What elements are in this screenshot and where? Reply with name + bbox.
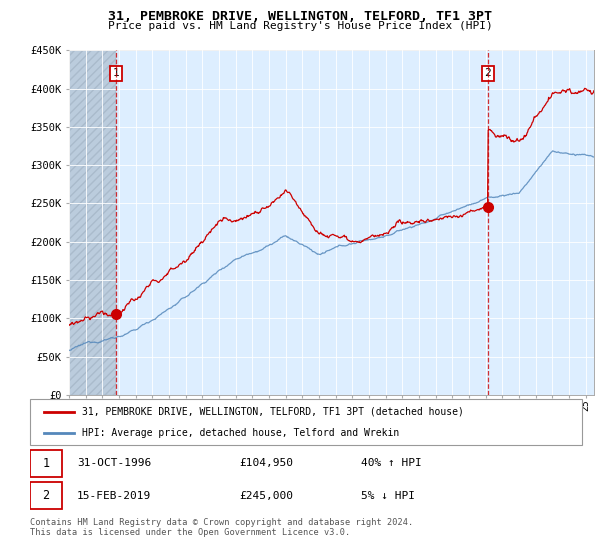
Text: 1: 1 bbox=[113, 68, 119, 78]
Text: 31, PEMBROKE DRIVE, WELLINGTON, TELFORD, TF1 3PT: 31, PEMBROKE DRIVE, WELLINGTON, TELFORD,… bbox=[108, 10, 492, 23]
Text: £245,000: £245,000 bbox=[240, 491, 294, 501]
Text: 31-OCT-1996: 31-OCT-1996 bbox=[77, 459, 151, 469]
Bar bbox=[30, 482, 62, 509]
Text: 5% ↓ HPI: 5% ↓ HPI bbox=[361, 491, 415, 501]
Bar bbox=[30, 450, 62, 477]
Text: £104,950: £104,950 bbox=[240, 459, 294, 469]
Text: Contains HM Land Registry data © Crown copyright and database right 2024.
This d: Contains HM Land Registry data © Crown c… bbox=[30, 518, 413, 538]
Text: Price paid vs. HM Land Registry's House Price Index (HPI): Price paid vs. HM Land Registry's House … bbox=[107, 21, 493, 31]
Text: 15-FEB-2019: 15-FEB-2019 bbox=[77, 491, 151, 501]
Text: 40% ↑ HPI: 40% ↑ HPI bbox=[361, 459, 422, 469]
Text: 31, PEMBROKE DRIVE, WELLINGTON, TELFORD, TF1 3PT (detached house): 31, PEMBROKE DRIVE, WELLINGTON, TELFORD,… bbox=[82, 407, 464, 417]
Text: 2: 2 bbox=[43, 489, 50, 502]
Text: 1: 1 bbox=[43, 457, 50, 470]
Text: 2: 2 bbox=[484, 68, 491, 78]
Text: HPI: Average price, detached house, Telford and Wrekin: HPI: Average price, detached house, Telf… bbox=[82, 428, 400, 438]
Bar bbox=[69, 50, 116, 395]
